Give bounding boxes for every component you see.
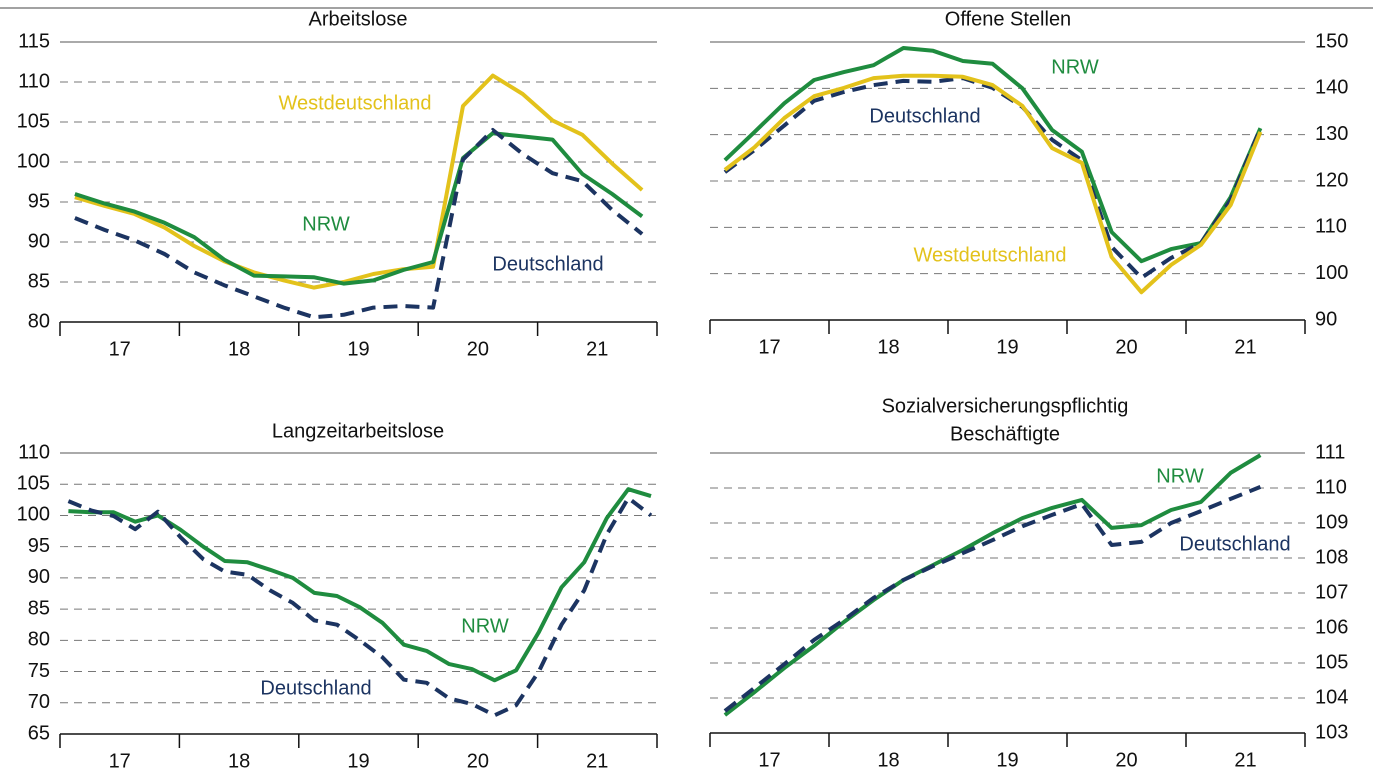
y-tick-label: 75 xyxy=(28,660,50,682)
y-tick-label: 130 xyxy=(1315,123,1348,145)
y-tick-label: 65 xyxy=(28,722,50,744)
x-tick-label: 19 xyxy=(347,338,369,360)
y-tick-label: 70 xyxy=(28,691,50,713)
y-tick-label: 110 xyxy=(1315,216,1347,238)
series-line xyxy=(74,131,644,286)
x-tick-label: 18 xyxy=(877,336,899,358)
x-tick-label: 20 xyxy=(1115,336,1137,358)
y-tick-label: 85 xyxy=(28,270,50,292)
x-tick-label: 18 xyxy=(228,750,250,772)
x-tick-label: 18 xyxy=(228,338,250,360)
y-tick-label: 115 xyxy=(18,30,50,52)
series-label: NRW xyxy=(302,213,350,235)
y-tick-label: 90 xyxy=(28,230,50,252)
series-label: Westdeutschland xyxy=(278,92,431,114)
y-tick-label: 107 xyxy=(1315,581,1348,603)
x-tick-label: 18 xyxy=(877,749,899,771)
x-tick-label: 17 xyxy=(109,750,131,772)
y-tick-label: 140 xyxy=(1315,77,1348,99)
chart-title: Arbeitslose xyxy=(309,8,408,30)
series-line xyxy=(723,46,1263,264)
series-label: Deutschland xyxy=(492,253,603,275)
series-label: Deutschland xyxy=(260,677,371,699)
y-tick-label: 85 xyxy=(28,597,50,619)
x-tick-label: 17 xyxy=(758,336,780,358)
y-tick-label: 90 xyxy=(1315,308,1337,330)
x-tick-label: 20 xyxy=(467,750,489,772)
y-tick-label: 110 xyxy=(18,70,50,92)
series-line xyxy=(723,76,1263,280)
series-line xyxy=(723,73,1263,295)
x-tick-label: 19 xyxy=(347,750,369,772)
x-tick-label: 19 xyxy=(996,336,1018,358)
y-tick-label: 109 xyxy=(1315,511,1348,533)
y-tick-label: 80 xyxy=(28,629,50,651)
chart-title: Offene Stellen xyxy=(945,8,1071,30)
series-label: Deutschland xyxy=(1179,533,1290,555)
series-label: NRW xyxy=(461,615,509,637)
x-tick-label: 21 xyxy=(1234,336,1256,358)
x-tick-label: 17 xyxy=(758,749,780,771)
y-tick-label: 95 xyxy=(28,535,50,557)
x-tick-label: 20 xyxy=(1115,749,1137,771)
y-tick-label: 105 xyxy=(17,110,50,132)
y-tick-label: 105 xyxy=(1315,651,1348,673)
y-tick-label: 105 xyxy=(17,473,50,495)
series-line xyxy=(74,128,644,320)
series-line xyxy=(723,453,1262,717)
series-label: NRW xyxy=(1051,56,1099,78)
x-tick-label: 21 xyxy=(586,338,608,360)
y-tick-label: 95 xyxy=(28,190,50,212)
y-tick-label: 120 xyxy=(1315,169,1348,191)
series-line xyxy=(67,496,653,718)
series-line xyxy=(74,73,644,290)
series-line xyxy=(68,487,652,683)
x-tick-label: 17 xyxy=(109,338,131,360)
y-tick-label: 100 xyxy=(17,504,50,526)
y-tick-label: 106 xyxy=(1315,616,1348,638)
y-tick-label: 110 xyxy=(1315,476,1347,498)
series-label: Westdeutschland xyxy=(913,244,1066,266)
chart-title: Langzeitarbeitslose xyxy=(272,420,444,442)
x-tick-label: 21 xyxy=(1234,749,1256,771)
x-tick-label: 21 xyxy=(586,750,608,772)
y-tick-label: 150 xyxy=(1315,30,1348,52)
y-tick-label: 108 xyxy=(1315,546,1348,568)
chart-title: Beschäftigte xyxy=(950,423,1060,445)
series-line xyxy=(723,485,1262,713)
x-tick-label: 20 xyxy=(467,338,489,360)
y-tick-label: 80 xyxy=(28,310,50,332)
x-tick-label: 19 xyxy=(996,749,1018,771)
y-tick-label: 104 xyxy=(1315,686,1348,708)
y-tick-label: 90 xyxy=(28,566,50,588)
series-label: Deutschland xyxy=(869,105,980,127)
y-tick-label: 100 xyxy=(1315,262,1348,284)
series-label: NRW xyxy=(1156,465,1204,487)
y-tick-label: 110 xyxy=(18,441,50,463)
y-tick-label: 103 xyxy=(1315,721,1348,743)
y-tick-label: 111 xyxy=(1315,441,1345,463)
y-tick-label: 100 xyxy=(17,150,50,172)
chart-title: Sozialversicherungspflichtig xyxy=(882,395,1129,417)
